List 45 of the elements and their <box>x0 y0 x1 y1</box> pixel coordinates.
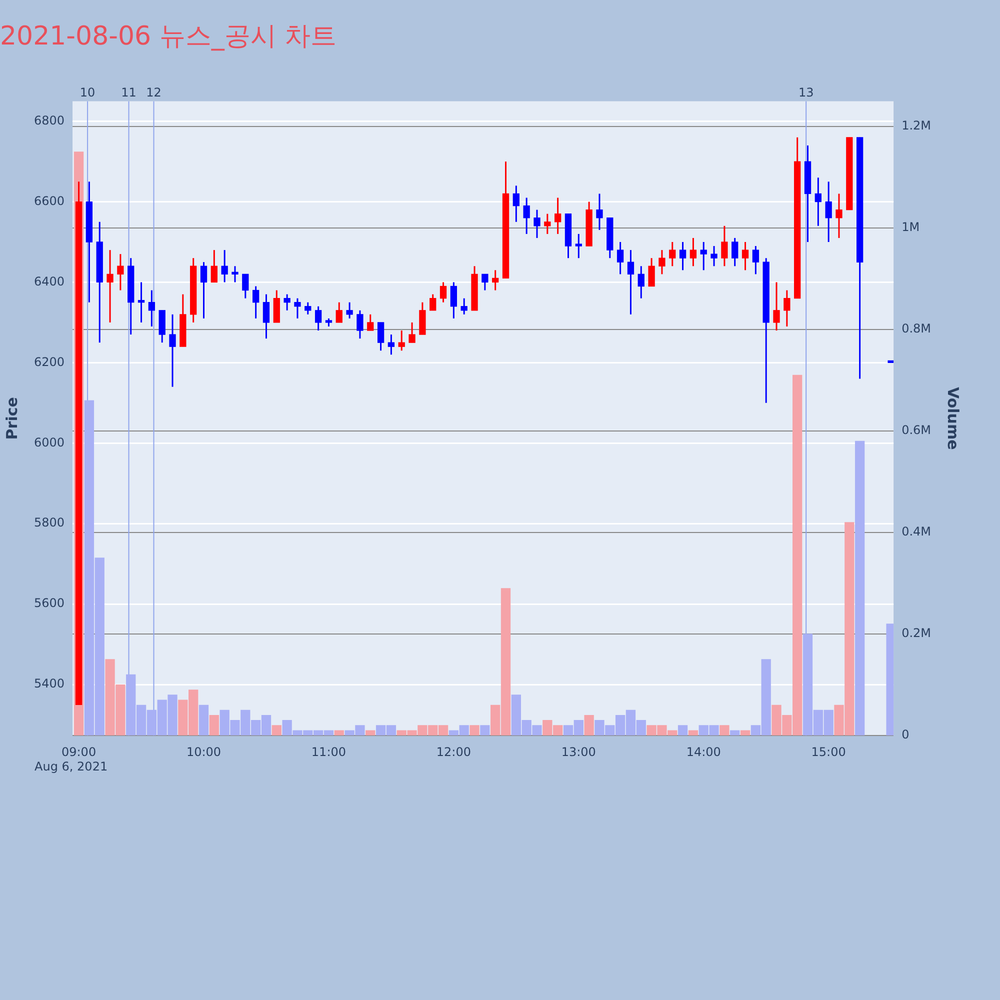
bar <box>720 725 730 736</box>
text: 13 <box>798 85 814 100</box>
candlestick <box>846 136 853 211</box>
bar <box>584 714 594 736</box>
text: 12 <box>146 85 162 100</box>
x-tick-label: 15:00 <box>811 744 846 759</box>
y2-tick-label: 0.2M <box>902 626 931 640</box>
y-axis-title: Price <box>2 397 21 440</box>
y2-tick-label: 1.2M <box>902 118 931 133</box>
y2-tick-label: 0.8M <box>902 322 931 336</box>
y2-tick-label: 1M <box>902 220 920 234</box>
y-tick-label: 6800 <box>34 113 65 128</box>
y-tick-label: 5600 <box>34 596 65 610</box>
y-tick-label: 6200 <box>34 354 65 369</box>
bar <box>366 730 376 736</box>
bar <box>480 725 490 736</box>
x-tick-label: 09:00 <box>61 744 96 759</box>
bar <box>688 730 698 736</box>
y2-tick-label: 0 <box>902 728 910 742</box>
text: Aug 6, 2021 <box>34 760 108 774</box>
y-tick-label: 6600 <box>34 194 65 208</box>
chart-title: 2021-08-06 뉴스_공시 차트 <box>0 21 337 52</box>
y-tick-label: 5800 <box>34 516 65 530</box>
bar <box>198 704 209 736</box>
y-tick-label: 6400 <box>34 274 65 288</box>
bar <box>740 730 750 736</box>
bar <box>678 725 688 736</box>
y2-axis-title: Volume <box>944 387 962 450</box>
bar <box>209 714 219 736</box>
y-tick-label: 5400 <box>34 676 65 691</box>
x-tick-label: 13:00 <box>561 744 596 759</box>
y2-tick-label: 0.4M <box>902 524 931 539</box>
y2-tick-label: 0.6M <box>902 423 931 438</box>
bar <box>470 725 480 736</box>
y-tick-label: 6000 <box>34 435 65 450</box>
bar <box>854 440 865 736</box>
bar <box>334 730 344 736</box>
x-tick-label: 10:00 <box>186 744 222 759</box>
x-tick-label: 12:00 <box>436 744 471 759</box>
x-tick-label: 14:00 <box>686 744 721 759</box>
text: 11 <box>121 85 136 100</box>
text: 10 <box>80 85 96 100</box>
x-tick-label: 11:00 <box>311 744 346 759</box>
bar <box>730 730 740 736</box>
bar <box>272 725 282 736</box>
